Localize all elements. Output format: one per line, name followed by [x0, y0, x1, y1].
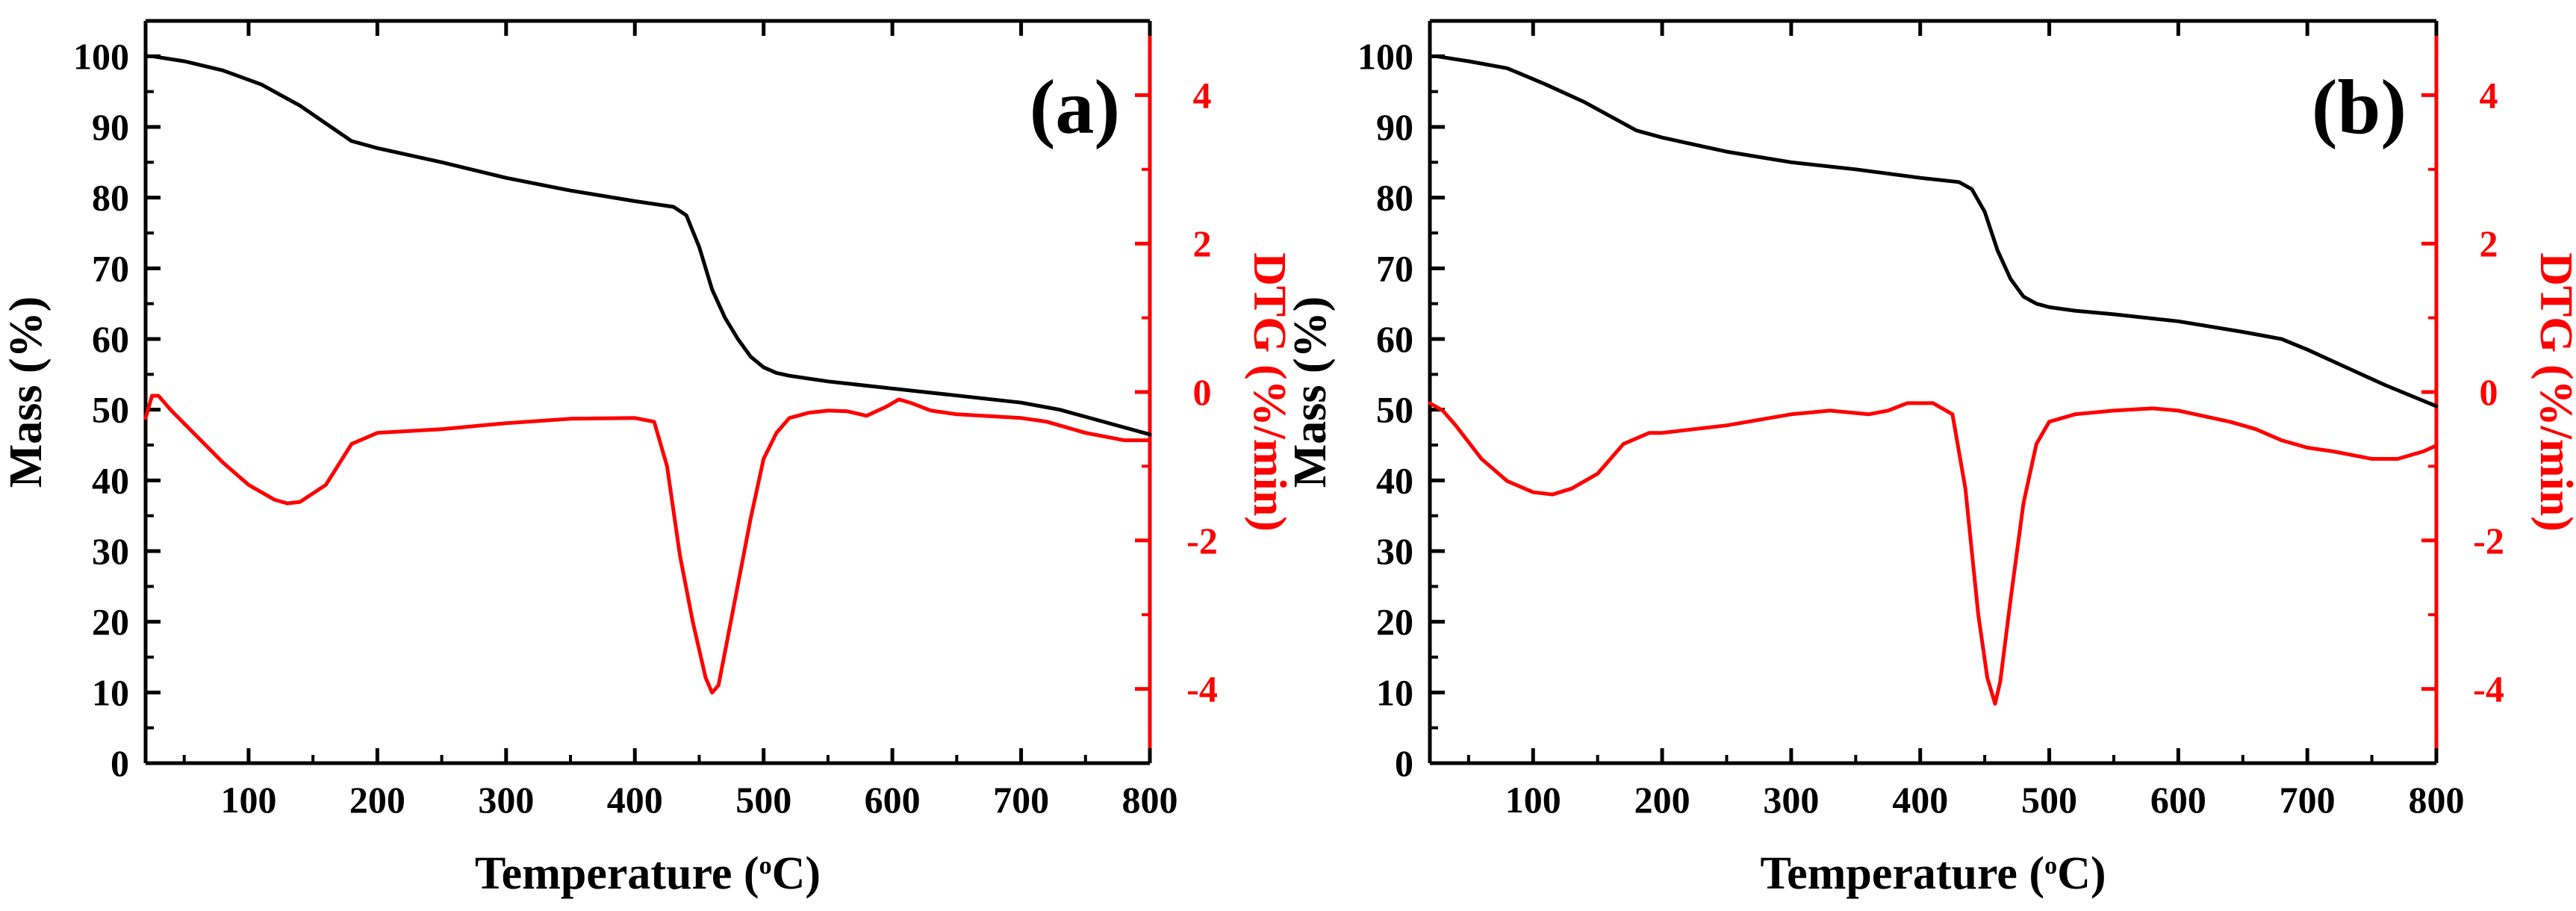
y-left-tick-label: 60: [92, 318, 129, 360]
y-left-tick-label: 100: [1357, 35, 1413, 77]
y-left-tick-label: 70: [1376, 247, 1413, 289]
x-tick-label: 100: [1505, 779, 1561, 821]
series-line-dtg: [143, 394, 1152, 695]
x-axis-title-unit: C): [772, 848, 821, 899]
x-axis-title-sup: o: [759, 852, 772, 880]
y-left-tick-label: 90: [92, 106, 129, 148]
chart-panel-0: 100 200 300 400 500 600 700 8000102030405060708…: [1, 19, 1295, 899]
x-tick-label: 800: [1122, 779, 1178, 821]
panel-label: (a): [1030, 64, 1120, 150]
y-right-tick-label: -4: [1186, 668, 1218, 710]
y-left-axis-title: Mass (%): [1285, 296, 1336, 488]
y-left-tick-label: 60: [1376, 318, 1413, 360]
y-left-tick-label: 40: [1376, 459, 1413, 501]
y-left-tick-label: 90: [1376, 106, 1413, 148]
y-right-tick-label: 2: [2480, 223, 2498, 264]
x-axis-title-unit: C): [2057, 848, 2106, 899]
y-left-tick-label: 80: [92, 177, 129, 219]
x-tick-label: 300: [1763, 779, 1819, 821]
y-left-tick-label: 10: [1376, 671, 1413, 713]
y-left-tick-label: 40: [92, 459, 129, 501]
y-left-tick-label: 30: [1376, 530, 1413, 572]
x-tick-label: 400: [1892, 779, 1948, 821]
x-tick-label: 300: [478, 779, 534, 821]
y-right-tick-label: 0: [1193, 371, 1212, 413]
x-tick-label: 700: [993, 779, 1049, 821]
y-left-tick-label: 10: [92, 671, 129, 713]
x-axis-title-sup: o: [2044, 852, 2057, 880]
chart-panel-1: 100 200 300 400 500 600 700 8000102030405060708…: [1285, 19, 2576, 899]
y-right-tick-label: -4: [2473, 668, 2504, 710]
x-tick-label: 500: [2021, 779, 2077, 821]
series-line-mass: [150, 54, 1152, 437]
y-left-tick-label: 30: [92, 530, 129, 572]
y-right-tick-label: 0: [2480, 371, 2498, 413]
y-right-axis-title: DTG (%/min): [1244, 252, 1295, 532]
x-axis-title-main: Temperature (: [475, 848, 759, 899]
y-left-tick-label: 0: [1395, 742, 1413, 784]
x-axis-title: Temperature (oC): [1761, 848, 2106, 899]
y-left-tick-label: 20: [92, 601, 129, 643]
series-line-mass: [1434, 54, 2439, 408]
y-left-tick-label: 70: [92, 247, 129, 289]
y-right-axis-title: DTG (%/min): [2530, 252, 2576, 532]
x-tick-label: 600: [2150, 779, 2206, 821]
x-tick-label: 600: [865, 779, 921, 821]
y-left-tick-label: 50: [92, 389, 129, 431]
x-tick-label: 200: [349, 779, 405, 821]
panel-label: (b): [2312, 64, 2407, 150]
x-tick-label: 400: [607, 779, 663, 821]
y-right-tick-label: 2: [1193, 223, 1212, 264]
y-right-tick-label: -2: [1186, 520, 1218, 562]
y-left-tick-label: 100: [73, 35, 129, 77]
y-right-tick-label: 4: [2480, 74, 2498, 116]
series-line-dtg: [1428, 401, 2439, 706]
y-left-tick-label: 20: [1376, 601, 1413, 643]
y-left-tick-label: 0: [111, 742, 129, 784]
x-tick-label: 700: [2280, 779, 2336, 821]
y-right-tick-label: -2: [2473, 520, 2504, 562]
y-left-axis-title: Mass (%): [1, 296, 52, 488]
x-axis-title-main: Temperature (: [1761, 848, 2045, 899]
x-tick-label: 500: [735, 779, 791, 821]
x-tick-label: 800: [2409, 779, 2465, 821]
x-tick-label: 200: [1634, 779, 1690, 821]
x-tick-label: 100: [220, 779, 276, 821]
y-left-tick-label: 80: [1376, 177, 1413, 219]
x-axis-title: Temperature (oC): [475, 848, 821, 899]
y-right-tick-label: 4: [1193, 74, 1212, 116]
y-left-tick-label: 50: [1376, 389, 1413, 431]
